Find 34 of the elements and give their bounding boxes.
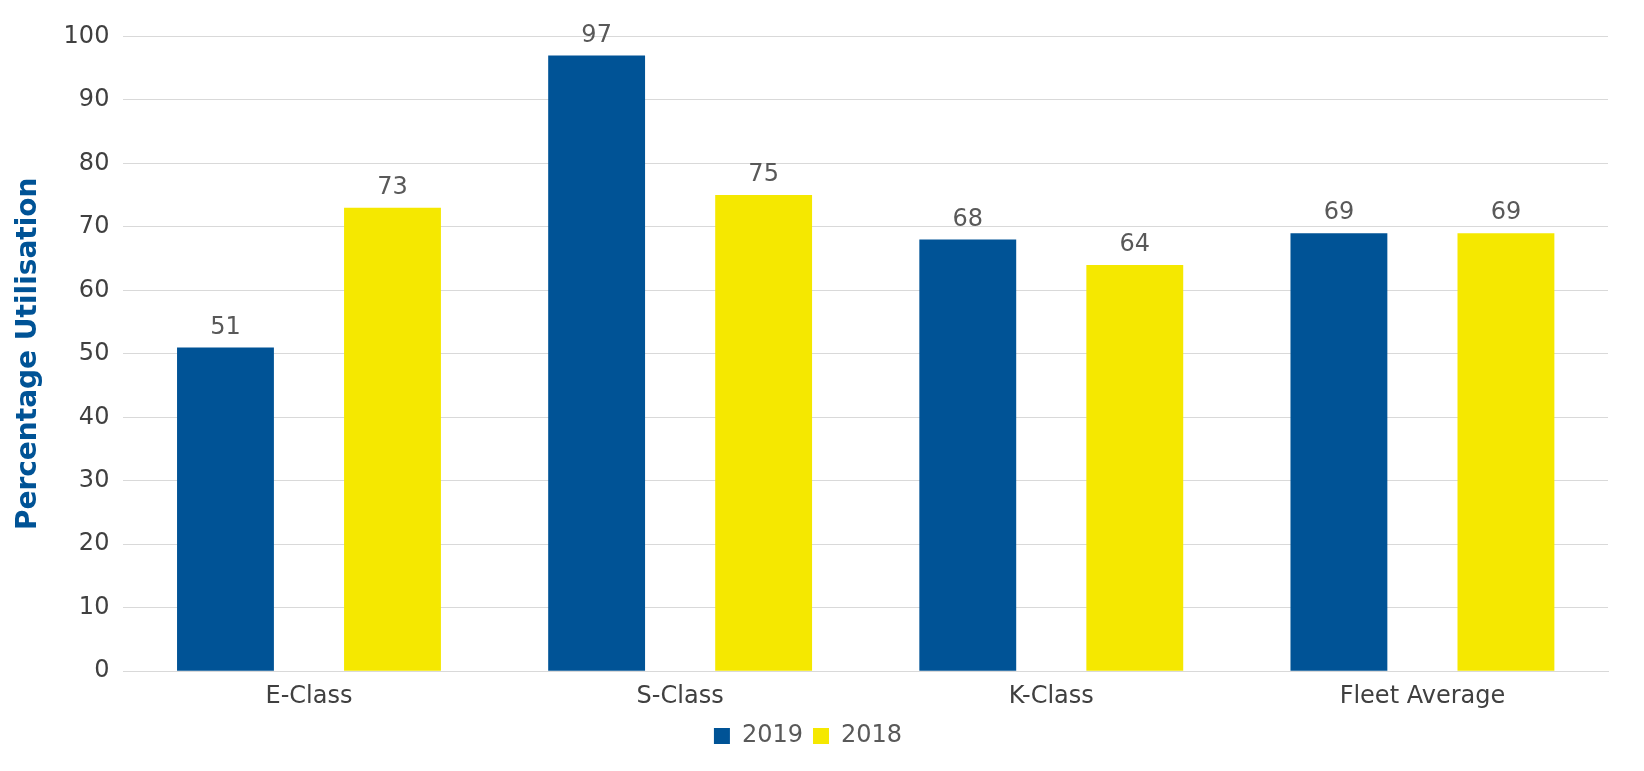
bar (548, 55, 646, 671)
x-tick-label: S-Class (636, 680, 724, 709)
y-tick-label: 10 (78, 591, 110, 620)
bar (1290, 233, 1388, 671)
legend-label: 2018 (841, 720, 903, 749)
bar (177, 347, 274, 671)
data-label: 68 (952, 203, 984, 232)
x-tick-label: E-Class (265, 680, 353, 709)
y-tick-label: 60 (78, 274, 110, 303)
y-axis-title: Percentage Utilisation (10, 177, 44, 531)
data-label: 73 (377, 172, 408, 201)
data-label: 69 (1490, 197, 1522, 226)
bar (715, 195, 813, 671)
y-tick-label: 50 (78, 338, 110, 367)
bar (1457, 233, 1555, 671)
y-tick-label: 0 (94, 655, 110, 684)
y-tick-label: 90 (78, 84, 110, 113)
x-tick-label: Fleet Average (1339, 680, 1506, 709)
y-tick-label: 40 (78, 401, 110, 430)
bar (1086, 264, 1184, 671)
data-label: 64 (1119, 229, 1151, 258)
y-tick-label: 20 (78, 528, 110, 557)
x-tick-label: K-Class (1008, 680, 1094, 709)
y-tick-label: 80 (78, 147, 110, 176)
y-tick-label: 30 (78, 464, 110, 493)
legend-label: 2019 (741, 720, 803, 749)
data-label: 75 (748, 159, 779, 188)
y-tick-label: 70 (78, 211, 110, 240)
bar (919, 239, 1017, 671)
data-label: 51 (210, 311, 241, 340)
bar (344, 207, 441, 671)
y-tick-label: 100 (63, 20, 110, 49)
data-label: 97 (581, 19, 612, 48)
data-label: 69 (1323, 197, 1355, 226)
